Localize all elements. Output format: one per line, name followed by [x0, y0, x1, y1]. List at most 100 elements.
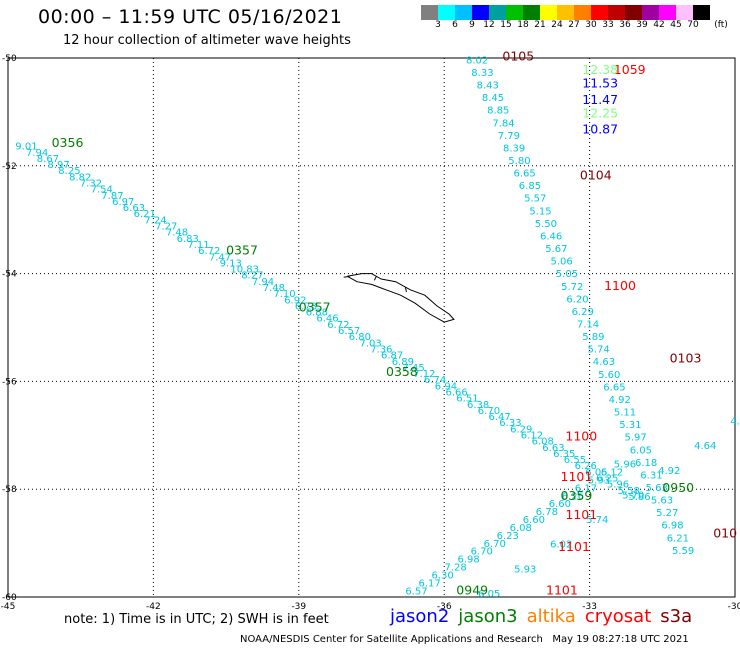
swh-value: 6.97 — [112, 197, 134, 208]
lat-tick-label: -50 — [2, 54, 17, 64]
swh-value: 7.84 — [492, 118, 514, 129]
swh-value: 6.17 — [419, 578, 441, 589]
track-time-label: 1101 — [561, 469, 593, 484]
color-legend-labels: 3 6 9 12 15 18 21 24 27 30 33 36 39 42 45 70 (ft) — [421, 20, 740, 32]
swh-value: 8.43 — [477, 81, 499, 92]
swh-value: 7.12 — [413, 369, 435, 380]
swh-value: 6.23 — [497, 531, 519, 542]
swh-value: 6.83 — [177, 234, 199, 245]
swh-value: 5.57 — [524, 194, 546, 205]
lat-tick-label: -52 — [2, 162, 17, 172]
swh-value: 6.70 — [484, 539, 506, 550]
track-time-label: 0105 — [502, 49, 534, 64]
legend-value: 33 — [602, 20, 614, 30]
satellite-name: jason2 — [390, 606, 450, 627]
swh-value: 9.01 — [15, 142, 37, 153]
track-time-label: 0950 — [662, 480, 694, 495]
swh-value: 6.72 — [327, 320, 349, 331]
swh-value: 8.33 — [471, 68, 493, 79]
note-text: note: 1) Time is in UTC; 2) SWH is in fe… — [64, 612, 329, 627]
swh-value: 6.17 — [575, 483, 597, 494]
swh-value: 6.46 — [316, 314, 338, 325]
swh-value: 7.27 — [155, 222, 177, 233]
swh-value: 6.55 — [564, 455, 586, 466]
swh-value: 6.31 — [640, 470, 662, 481]
pass-label: 10.87 — [582, 122, 618, 137]
lon-tick-label: -39 — [291, 602, 306, 612]
legend-swatch — [676, 5, 693, 20]
swh-value: 5.67 — [545, 244, 567, 255]
swh-value: 6.20 — [566, 294, 588, 305]
swh-value: 8.85 — [487, 106, 509, 117]
legend-swatch — [523, 5, 540, 20]
swh-value: 6.02 — [550, 540, 572, 551]
swh-value: 5.11 — [614, 408, 636, 419]
track-time-label: 0104 — [580, 167, 612, 182]
legend-value: 45 — [670, 20, 682, 30]
swh-value: 8.39 — [503, 143, 525, 154]
swh-value: 8.02 — [466, 55, 488, 66]
swh-value: 6.92 — [284, 295, 306, 306]
swh-value: 6.85 — [519, 181, 541, 192]
pass-label: 1100 — [604, 278, 636, 293]
swh-value: 6.63 — [542, 443, 564, 454]
swh-value: 6.57 — [405, 586, 427, 597]
swh-value: 6.08 — [532, 437, 554, 448]
swh-value: 4.92 — [658, 466, 680, 477]
swh-value: 9.13 — [220, 258, 242, 269]
track-time-label: 0356 — [52, 135, 84, 150]
swh-value: 8.97 — [48, 160, 70, 171]
legend-value: 36 — [619, 20, 631, 30]
south-georgia-coast — [347, 273, 455, 323]
swh-value: 4.63 — [593, 357, 615, 368]
swh-value: 6.46 — [540, 232, 562, 243]
legend-swatch — [540, 5, 557, 20]
swh-value: 7.32 — [80, 179, 102, 190]
swh-value: 6.60 — [549, 499, 571, 510]
swh-value: 6.65 — [603, 382, 625, 393]
swh-value: 6.18 — [635, 458, 657, 469]
swh-value: 5.60 — [598, 370, 620, 381]
swh-value: 6.26 — [575, 461, 597, 472]
legend-value: 42 — [653, 20, 665, 30]
lon-tick-label: -33 — [582, 602, 597, 612]
legend-swatch — [642, 5, 659, 20]
legend-swatch — [455, 5, 472, 20]
satellite-name: s3a — [660, 606, 693, 627]
legend-value: 18 — [517, 20, 529, 30]
coast-inlets — [343, 275, 407, 293]
track-time-label: 0358 — [386, 364, 418, 379]
legend-value: 27 — [568, 20, 580, 30]
lon-tick-label: -42 — [146, 602, 161, 612]
pass-label: 1101 — [558, 539, 590, 554]
swh-value: 6.73 — [295, 301, 317, 312]
legend-value: 39 — [636, 20, 648, 30]
swh-value: 6.33 — [499, 418, 521, 429]
swh-value: 6.26 — [562, 491, 584, 502]
swh-value: 5.06 — [551, 257, 573, 268]
swh-value: 6.30 — [432, 571, 454, 582]
swh-value: 6.05 — [630, 445, 652, 456]
swh-value: 5.86 — [628, 492, 650, 503]
swh-value: 5.63 — [651, 496, 673, 507]
legend-value: 30 — [585, 20, 597, 30]
legend-swatch — [489, 5, 506, 20]
lat-tick-label: -54 — [2, 270, 17, 280]
swh-value: 6.25 — [596, 474, 618, 485]
swh-value: 7.79 — [498, 131, 520, 142]
lat-tick-label: -56 — [2, 377, 17, 387]
swh-value: 5.96 — [607, 480, 629, 491]
swh-value: 7.48 — [166, 228, 188, 239]
swh-value: 6.05 — [478, 589, 500, 600]
legend-swatch — [557, 5, 574, 20]
swh-value: 4.64 — [694, 441, 716, 452]
pass-label: 11.53 — [582, 76, 618, 91]
swh-value: 6.65 — [514, 169, 536, 180]
swh-value: 6.98 — [661, 521, 683, 532]
track-time-label: 0357 — [226, 243, 258, 258]
swh-value: 5.74 — [586, 515, 608, 526]
legend-swatch — [693, 5, 710, 20]
swh-value: 5.96 — [614, 460, 636, 471]
legend-value: 70 — [687, 20, 699, 30]
